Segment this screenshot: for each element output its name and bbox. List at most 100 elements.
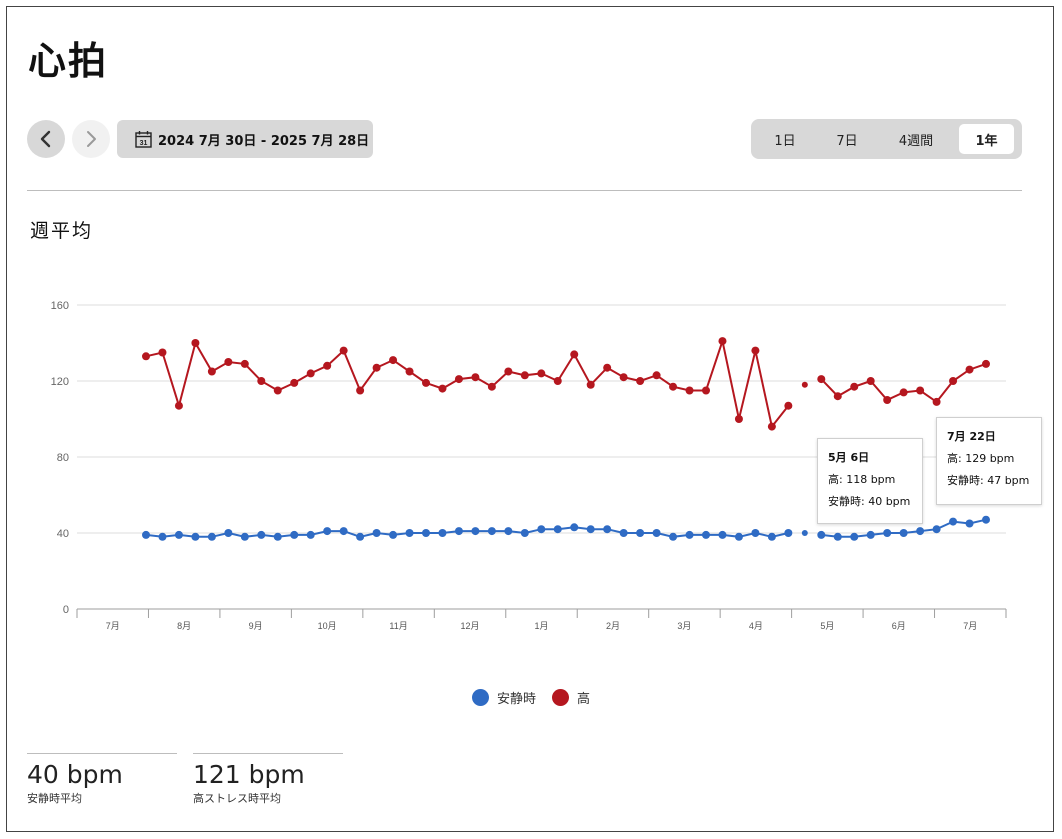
data-point-high [817,375,826,384]
data-point-high [537,369,546,378]
x-tick-label: 3月 [677,621,691,631]
data-point-rest [899,529,908,537]
data-point-rest [570,523,579,532]
y-tick-label: 120 [51,376,69,388]
data-point-rest [784,529,793,537]
legend-item-rest[interactable]: 安静時 [471,688,536,707]
data-point-rest [174,530,183,539]
x-tick-label: 1月 [534,621,548,631]
legend-swatch-rest [471,689,489,706]
period-7-day-button[interactable]: 7日 [836,133,858,149]
page-title: 心拍 [28,39,109,83]
series-line-high [145,337,790,429]
data-point-rest [240,532,249,541]
data-point-rest [718,530,727,539]
data-point-high [290,378,299,387]
legend-item-high[interactable]: 高 [552,688,590,707]
high-stress-average-stat: 121 bpm 高ストレス時平均 [193,753,343,806]
data-point-high [949,377,958,385]
data-point-high [586,380,595,389]
data-point-rest [438,529,447,537]
data-point-rest [224,529,233,537]
date-range-button[interactable]: 31 2024 7月 30日 - 2025 7月 28日 [117,120,373,158]
data-point-high [784,401,793,410]
data-point-high [734,415,743,423]
data-point-rest [619,529,628,537]
data-point-high [520,371,529,380]
legend-label-rest: 安静時 [496,692,536,707]
data-point-high [240,359,249,368]
data-point-rest [603,525,612,534]
data-point-rest [306,530,315,539]
data-point-rest [356,532,365,541]
previous-period-button[interactable] [27,120,65,158]
period-selector: 1日 7日 4週間 1年 [751,119,1022,159]
data-point-rest [405,529,414,537]
data-point-high [142,352,150,361]
data-point-rest [801,530,808,536]
data-point-rest [817,530,826,539]
chevron-left-icon [40,130,51,148]
x-tick-label: 12月 [461,621,480,631]
tooltip-rest-row: 安静時: 40 bpm [828,495,911,508]
data-point-high [932,397,941,406]
data-point-rest [734,532,743,541]
data-point-rest [471,527,480,536]
period-1-year-button[interactable]: 1年 [959,124,1014,154]
chart-legend: 安静時 高 [0,688,1062,707]
data-point-high [273,386,282,395]
data-point-high [982,359,990,368]
x-tick-label: 10月 [318,621,337,631]
data-point-rest [652,529,661,537]
data-point-rest [257,530,266,539]
data-point-high [191,339,200,347]
legend-swatch-high [552,689,569,706]
period-1-day-button[interactable]: 1日 [774,133,796,149]
data-point-high [570,350,579,359]
x-tick-label: 6月 [892,621,906,631]
y-tick-label: 160 [51,300,69,312]
data-point-high [669,382,678,391]
chart-subtitle: 週平均 [30,220,94,242]
calendar-icon: 31 [135,130,152,148]
data-point-high [372,363,381,372]
data-point-rest [883,529,892,537]
resting-average-value: 40 bpm [27,760,123,789]
data-point-high [504,367,513,376]
data-point-high [553,377,562,385]
data-point-rest [669,532,678,541]
data-point-high [916,386,925,395]
tooltip-high-value: 118 bpm [846,473,896,486]
high-stress-average-label: 高ストレス時平均 [193,792,281,805]
data-point-high [405,367,414,376]
x-tick-label: 9月 [249,621,263,631]
data-point-rest [323,527,332,536]
next-period-button[interactable] [72,120,110,158]
tooltip-high-row: 高: 129 bpm [947,452,1015,465]
data-point-rest [537,525,546,534]
x-tick-label: 5月 [820,621,834,631]
data-point-high [603,363,612,372]
page-frame [6,6,1054,832]
data-point-high [438,384,447,393]
tooltip-date: 5月 6日 [828,451,870,464]
data-point-high [833,392,842,401]
period-4-week-button[interactable]: 4週間 [898,133,934,149]
data-point-high [850,382,859,391]
data-point-high [389,356,398,365]
data-point-high [224,358,233,366]
tooltip-high-row: 高: 118 bpm [828,473,896,486]
data-point-rest [207,532,216,541]
data-point-rest [932,525,941,534]
data-point-rest [949,517,958,526]
data-point-rest [553,525,562,534]
data-point-high [323,361,332,370]
data-point-high [356,386,365,395]
data-point-rest [339,527,348,536]
data-point-rest [916,527,925,536]
data-point-rest [191,532,200,541]
data-point-rest [685,530,694,539]
data-point-rest [965,519,974,528]
data-point-high [883,396,892,404]
data-point-high [619,373,628,382]
